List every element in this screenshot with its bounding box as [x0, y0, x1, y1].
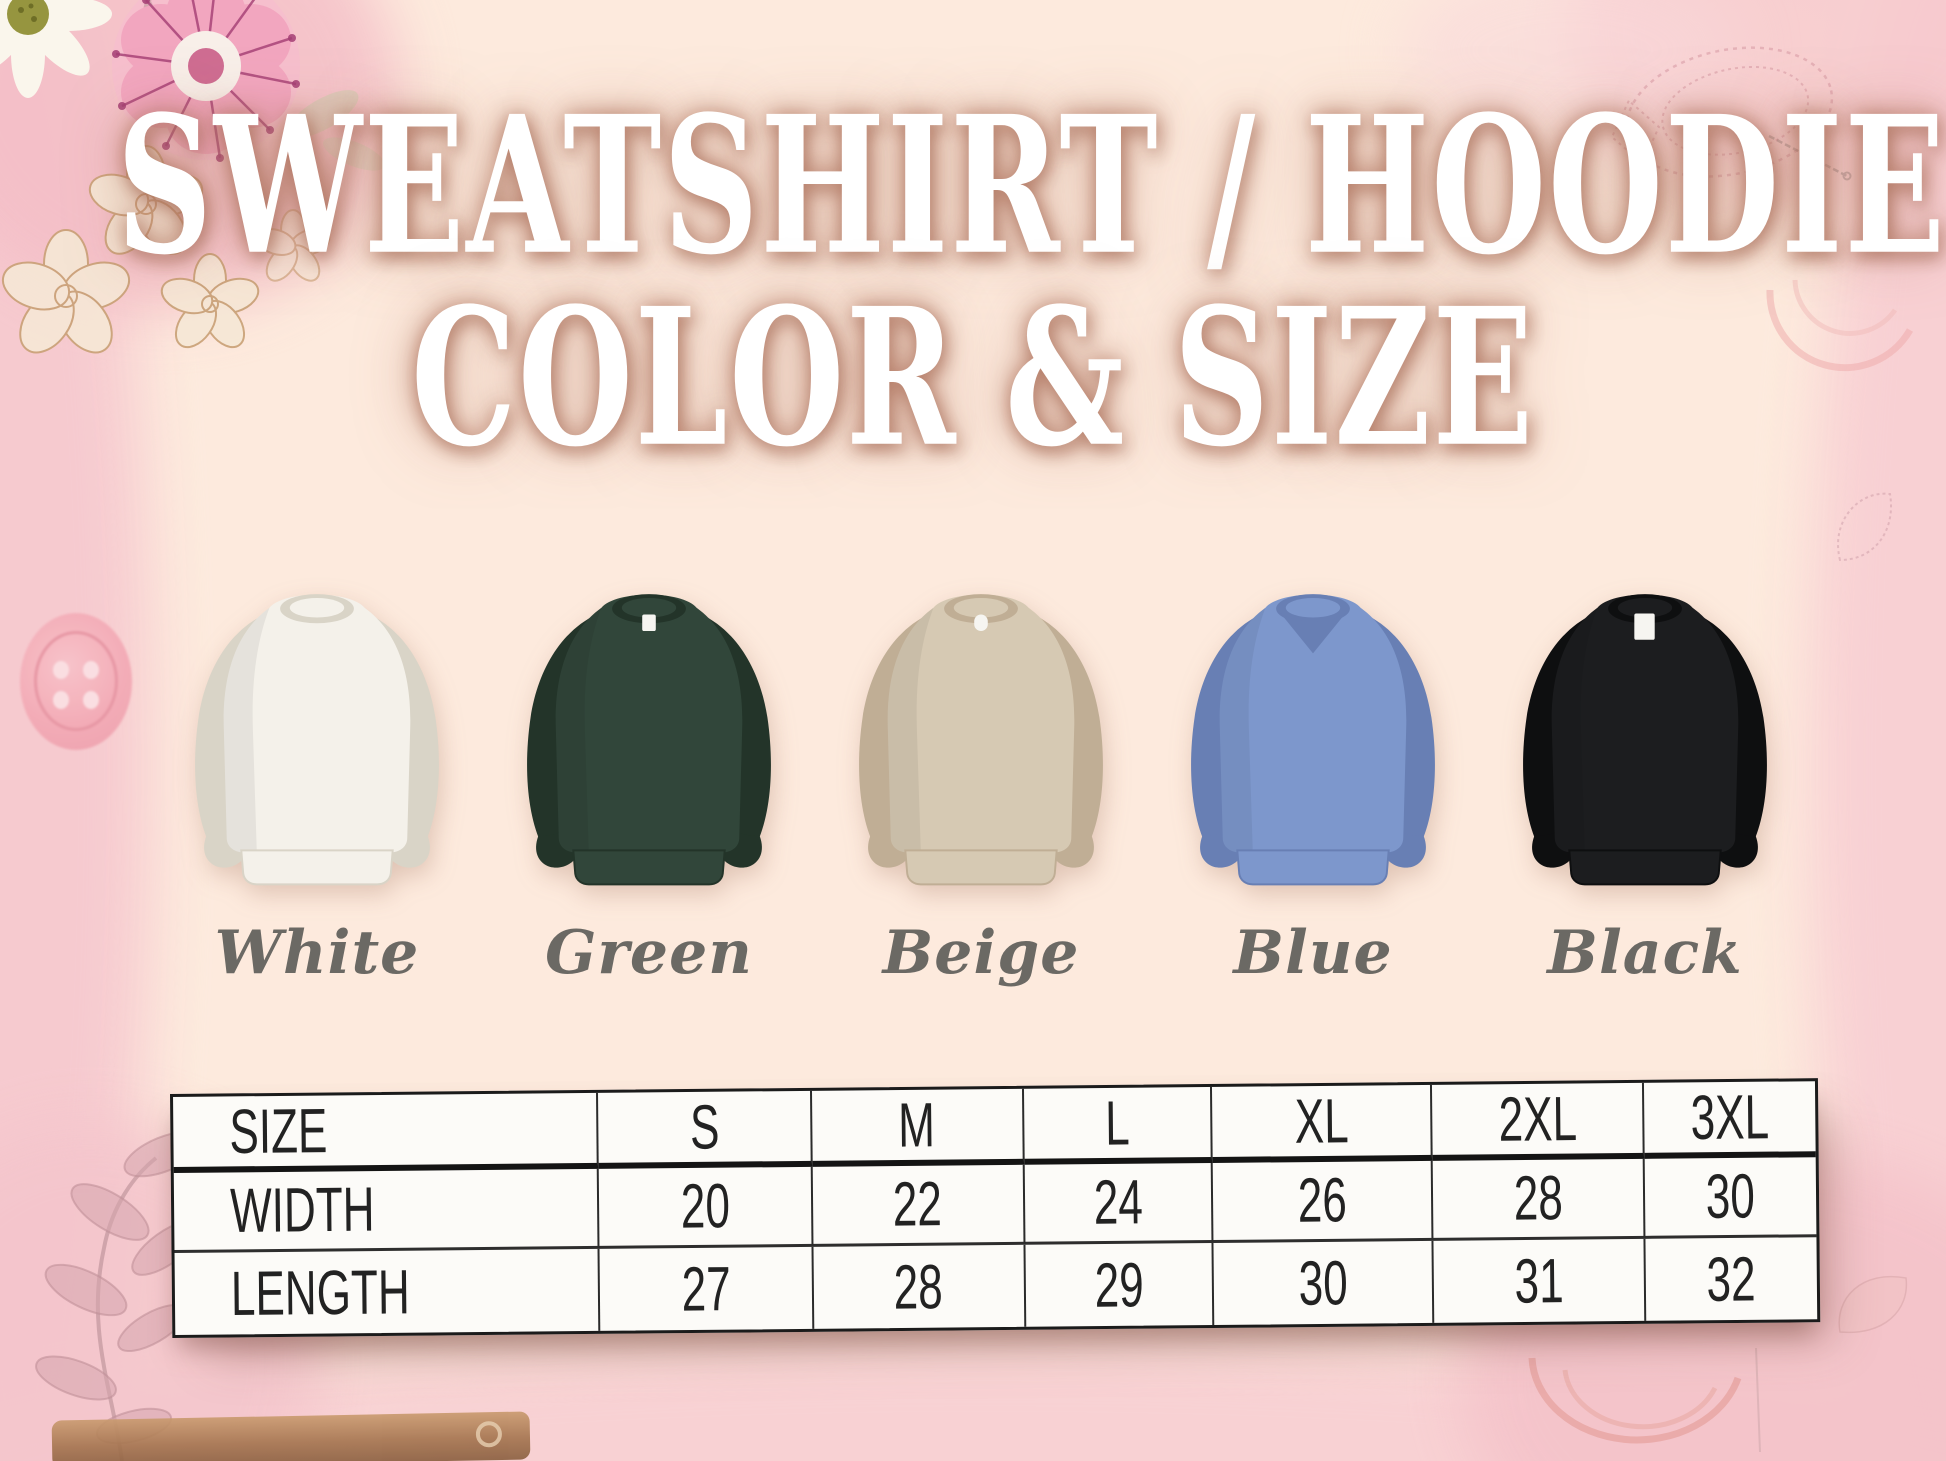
length-value-l: 29: [1025, 1242, 1215, 1327]
size-chart-header-3xl: 3XL: [1644, 1081, 1816, 1159]
size-chart-header-2xl: 2XL: [1432, 1082, 1645, 1161]
watercolor-swirl-icon: [1528, 1347, 1761, 1453]
length-value-xl: 30: [1213, 1240, 1435, 1325]
twig-icon: [139, 0, 183, 29]
length-value-m: 28: [813, 1244, 1026, 1329]
product-card-black: Black: [1493, 566, 1797, 988]
sweatshirt-beige-image: [859, 594, 1103, 886]
sweatshirt-black-image: [1523, 594, 1767, 886]
size-chart-row-label-length: LENGTH: [174, 1248, 601, 1335]
title-line-1: SWEATSHIRT / HOODIE: [116, 75, 1946, 298]
size-chart-table: SIZE S M L XL 2XL 3XL WIDTH 20 22 24 26 …: [170, 1078, 1821, 1338]
sewing-button-icon: [20, 613, 132, 750]
sweatshirt-blue-image: [1191, 594, 1435, 886]
color-label-beige: Beige: [882, 918, 1080, 988]
size-chart-header-m: M: [811, 1088, 1025, 1167]
width-value-xl: 26: [1213, 1160, 1434, 1243]
product-card-green: Green: [497, 566, 801, 988]
size-chart-header-s: S: [598, 1090, 813, 1169]
sweatshirt-white-image: [195, 594, 439, 886]
length-value-2xl: 31: [1433, 1238, 1647, 1323]
wooden-trim-decoration: [51, 1411, 531, 1461]
size-chart-header-l: L: [1023, 1086, 1214, 1165]
width-value-s: 20: [599, 1166, 814, 1249]
product-card-blue: Blue: [1161, 566, 1465, 988]
petal-sketch-icon: [1838, 1275, 1908, 1334]
product-card-white: White: [165, 566, 469, 988]
page-title: SWEATSHIRT / HOODIE COLOR & SIZE: [0, 88, 1946, 477]
width-value-l: 24: [1024, 1162, 1214, 1245]
color-options-row: White Green: [165, 566, 1797, 988]
size-chart-row-label-width: WIDTH: [173, 1168, 600, 1253]
length-value-s: 27: [599, 1246, 815, 1331]
petal-sketch-icon: [1837, 492, 1892, 562]
length-value-3xl: 32: [1706, 1243, 1757, 1315]
sweatshirt-green-image: [527, 594, 771, 886]
width-value-3xl: 30: [1644, 1157, 1817, 1239]
product-card-beige: Beige: [829, 566, 1133, 988]
width-value-m: 22: [812, 1164, 1026, 1247]
color-label-green: Green: [545, 918, 753, 988]
size-chart-header-xl: XL: [1212, 1084, 1434, 1163]
width-value-2xl: 28: [1433, 1158, 1646, 1241]
color-label-black: Black: [1547, 918, 1743, 988]
size-chart-header-size: SIZE: [173, 1092, 600, 1173]
color-label-white: White: [214, 918, 420, 988]
daisy-icon: [0, 0, 112, 98]
title-line-2: COLOR & SIZE: [411, 267, 1535, 490]
color-label-blue: Blue: [1233, 918, 1393, 988]
